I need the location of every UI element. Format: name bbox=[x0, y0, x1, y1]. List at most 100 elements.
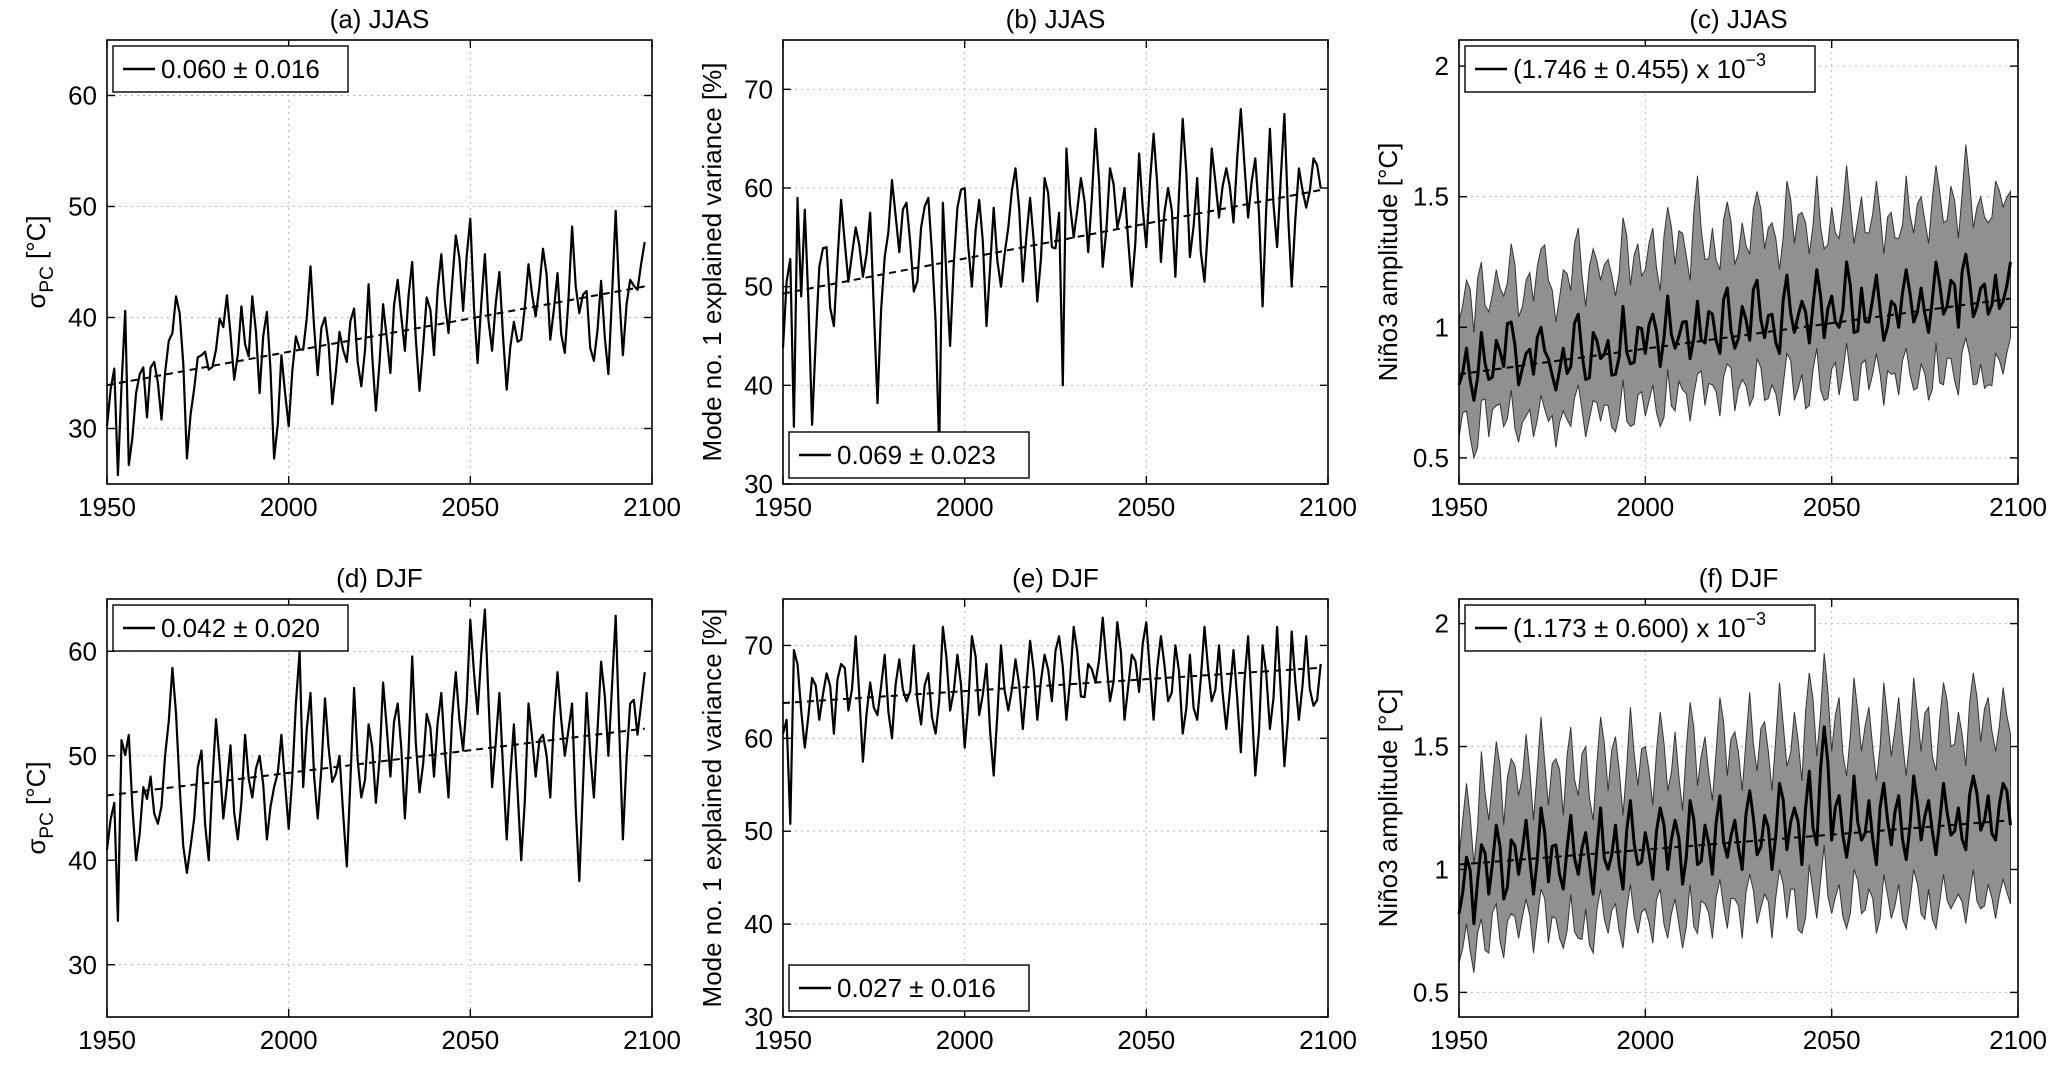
y-axis-label: Niño3 amplitude [°C] bbox=[1373, 143, 1403, 382]
axes-frame bbox=[1458, 39, 2019, 485]
x-tick-label: 2000 bbox=[936, 1025, 994, 1055]
x-tick-label: 2100 bbox=[623, 1025, 681, 1055]
y-tick-label: 60 bbox=[744, 723, 773, 753]
y-tick-label: 30 bbox=[68, 950, 97, 980]
chart-panel-1: 1950 2000 2050 2100 30 40 50 60 (a) JJAS σPC [°C]… bbox=[21, 4, 681, 522]
y-axis-label-subscript: PC bbox=[37, 266, 58, 292]
y-axis-label-unit: [°C] bbox=[21, 761, 51, 812]
y-tick-label: 2 bbox=[1435, 609, 1449, 639]
x-tick-label: 2050 bbox=[1117, 492, 1175, 522]
y-tick-label: 30 bbox=[68, 414, 97, 444]
legend: 0.060 ± 0.016 bbox=[112, 45, 349, 93]
y-tick-label: 30 bbox=[744, 469, 773, 499]
x-tick-label: 2100 bbox=[1989, 1025, 2047, 1055]
chart-panel-5: 1950 2000 2050 2100 30 40 50 60 70 (e) DJF Mode no… bbox=[697, 563, 1357, 1055]
chart-title: (d) DJF bbox=[336, 563, 423, 593]
y-tick-label: 40 bbox=[68, 303, 97, 333]
y-tick-label: 1 bbox=[1435, 854, 1449, 884]
legend-exponent: −3 bbox=[1746, 50, 1767, 70]
axes-frame bbox=[106, 598, 653, 1018]
series-line bbox=[105, 209, 646, 477]
legend-label: (1.746 ± 0.455) x 10−3 bbox=[1513, 50, 1766, 84]
chart-title: (b) JJAS bbox=[1006, 4, 1106, 34]
legend-label: 0.042 ± 0.020 bbox=[161, 613, 320, 643]
y-tick-label: 2 bbox=[1435, 51, 1449, 81]
legend-label: 0.027 ± 0.016 bbox=[837, 973, 996, 1003]
series-line bbox=[781, 616, 1322, 825]
y-tick-label: 40 bbox=[744, 909, 773, 939]
plot-area bbox=[783, 599, 1328, 1017]
x-tick-label: 2100 bbox=[1989, 492, 2047, 522]
x-tick-label: 2050 bbox=[1803, 492, 1861, 522]
chart-title: (f) DJF bbox=[1699, 563, 1778, 593]
y-tick-label: 60 bbox=[744, 173, 773, 203]
x-tick-label: 2050 bbox=[441, 1025, 499, 1055]
legend: 0.027 ± 0.016 bbox=[788, 964, 1030, 1012]
x-tick-label: 2050 bbox=[1117, 1025, 1175, 1055]
y-tick-label: 50 bbox=[68, 192, 97, 222]
series-line bbox=[781, 108, 1322, 451]
y-axis-label-unit: [°C] bbox=[21, 215, 51, 266]
x-tick-label: 2000 bbox=[1616, 492, 1674, 522]
series-line bbox=[1457, 725, 2012, 926]
y-tick-label: 1 bbox=[1435, 312, 1449, 342]
y-tick-label: 30 bbox=[744, 1002, 773, 1032]
chart-panel-4: 1950 2000 2050 2100 30 40 50 60 (d) DJF σPC [°C] 0… bbox=[21, 563, 681, 1055]
x-tick-label: 2000 bbox=[936, 492, 994, 522]
trend-line bbox=[1458, 297, 2011, 376]
x-tick-label: 2050 bbox=[1803, 1025, 1861, 1055]
x-tick-label: 2000 bbox=[260, 1025, 318, 1055]
y-tick-label: 70 bbox=[744, 630, 773, 660]
chart-title: (a) JJAS bbox=[330, 4, 430, 34]
y-tick-label: 60 bbox=[68, 636, 97, 666]
plot-area bbox=[107, 40, 652, 484]
legend: 0.042 ± 0.020 bbox=[112, 604, 349, 652]
trend-line bbox=[782, 666, 1321, 705]
x-tick-label: 2100 bbox=[1299, 492, 1357, 522]
legend-label: 0.069 ± 0.023 bbox=[837, 440, 996, 470]
y-tick-label: 50 bbox=[744, 272, 773, 302]
x-tick-label: 1950 bbox=[754, 1025, 812, 1055]
chart-panel-2: 1950 2000 2050 2100 30 40 50 60 70 (b) JJAS Mode n… bbox=[697, 4, 1357, 522]
x-tick-label: 1950 bbox=[754, 492, 812, 522]
legend-label: (1.173 ± 0.600) x 10−3 bbox=[1513, 609, 1766, 643]
legend: (1.173 ± 0.600) x 10−3 bbox=[1464, 604, 1816, 652]
x-tick-label: 2000 bbox=[260, 492, 318, 522]
plot-area bbox=[783, 40, 1328, 484]
spread-envelope bbox=[1458, 653, 2011, 973]
x-tick-label: 2000 bbox=[1616, 1025, 1674, 1055]
x-tick-label: 1950 bbox=[1430, 492, 1488, 522]
x-tick-label: 2100 bbox=[623, 492, 681, 522]
chart-title: (e) DJF bbox=[1012, 563, 1099, 593]
x-tick-label: 2050 bbox=[441, 492, 499, 522]
y-tick-label: 60 bbox=[68, 81, 97, 111]
legend: 0.069 ± 0.023 bbox=[788, 431, 1030, 479]
axes-frame bbox=[782, 39, 1329, 485]
x-tick-label: 2100 bbox=[1299, 1025, 1357, 1055]
spread-envelope bbox=[1458, 144, 2011, 460]
legend-label: 0.060 ± 0.016 bbox=[161, 54, 320, 84]
y-tick-label: 1.5 bbox=[1413, 732, 1449, 762]
x-tick-label: 1950 bbox=[78, 1025, 136, 1055]
y-axis-label: Niño3 amplitude [°C] bbox=[1373, 689, 1403, 928]
legend: (1.746 ± 0.455) x 10−3 bbox=[1464, 45, 1816, 93]
y-axis-label-symbol: σ bbox=[21, 293, 51, 309]
y-axis-label: σPC [°C] bbox=[21, 215, 58, 308]
legend-box bbox=[1464, 604, 1816, 652]
y-tick-label: 40 bbox=[744, 370, 773, 400]
x-tick-label: 1950 bbox=[1430, 1025, 1488, 1055]
y-axis-label: σPC [°C] bbox=[21, 761, 58, 854]
legend-exponent: −3 bbox=[1746, 609, 1767, 629]
y-axis-label-subscript: PC bbox=[37, 812, 58, 838]
series-line bbox=[1457, 252, 2012, 402]
trend-line bbox=[782, 188, 1321, 295]
y-tick-label: 0.5 bbox=[1413, 977, 1449, 1007]
y-tick-label: 50 bbox=[744, 816, 773, 846]
plot-area bbox=[107, 599, 652, 1017]
y-tick-label: 40 bbox=[68, 845, 97, 875]
trend-line bbox=[106, 727, 645, 797]
y-tick-label: 1.5 bbox=[1413, 182, 1449, 212]
trend-line bbox=[1458, 819, 2011, 866]
axes-frame bbox=[106, 39, 653, 485]
